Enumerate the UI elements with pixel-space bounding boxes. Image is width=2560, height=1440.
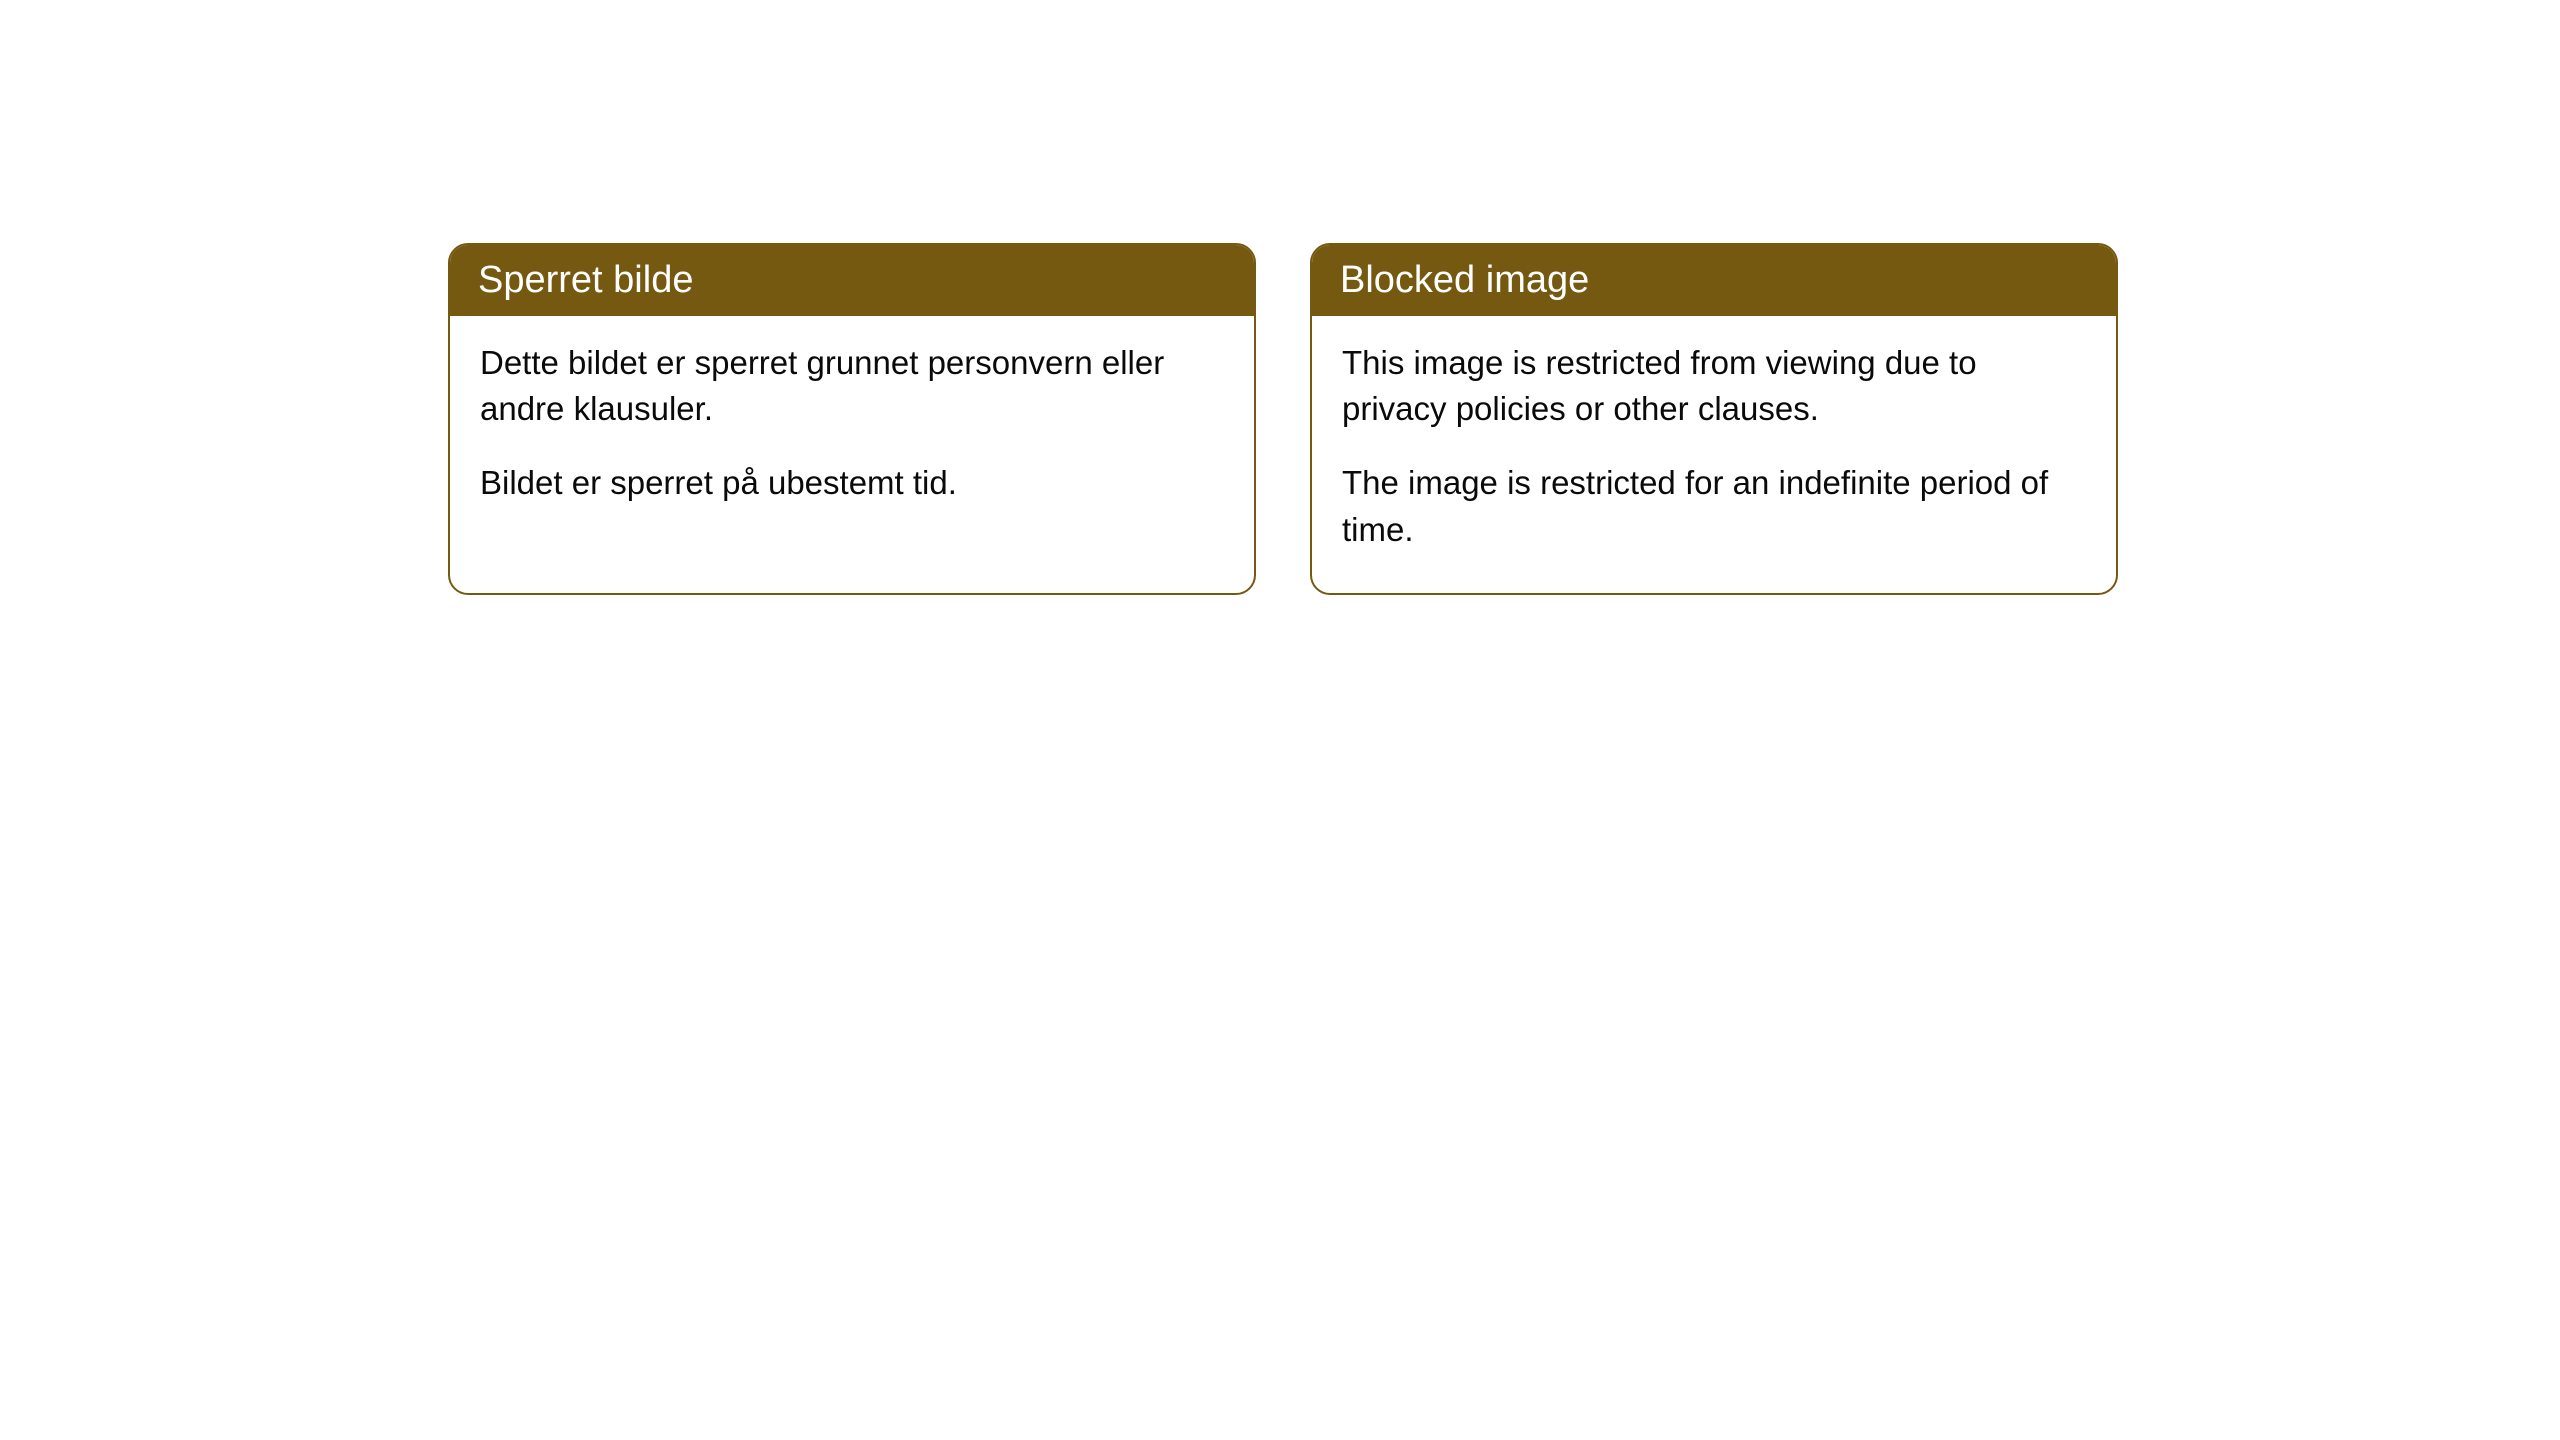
blocked-image-card-norwegian: Sperret bilde Dette bildet er sperret gr… xyxy=(448,243,1256,595)
notice-text-2-norwegian: Bildet er sperret på ubestemt tid. xyxy=(480,460,1224,506)
blocked-image-card-english: Blocked image This image is restricted f… xyxy=(1310,243,2118,595)
card-header-english: Blocked image xyxy=(1312,245,2116,316)
notice-text-2-english: The image is restricted for an indefinit… xyxy=(1342,460,2086,552)
card-header-norwegian: Sperret bilde xyxy=(450,245,1254,316)
notice-text-1-norwegian: Dette bildet er sperret grunnet personve… xyxy=(480,340,1224,432)
card-body-english: This image is restricted from viewing du… xyxy=(1312,316,2116,593)
notice-text-1-english: This image is restricted from viewing du… xyxy=(1342,340,2086,432)
notice-cards-container: Sperret bilde Dette bildet er sperret gr… xyxy=(0,0,2560,595)
card-body-norwegian: Dette bildet er sperret grunnet personve… xyxy=(450,316,1254,547)
